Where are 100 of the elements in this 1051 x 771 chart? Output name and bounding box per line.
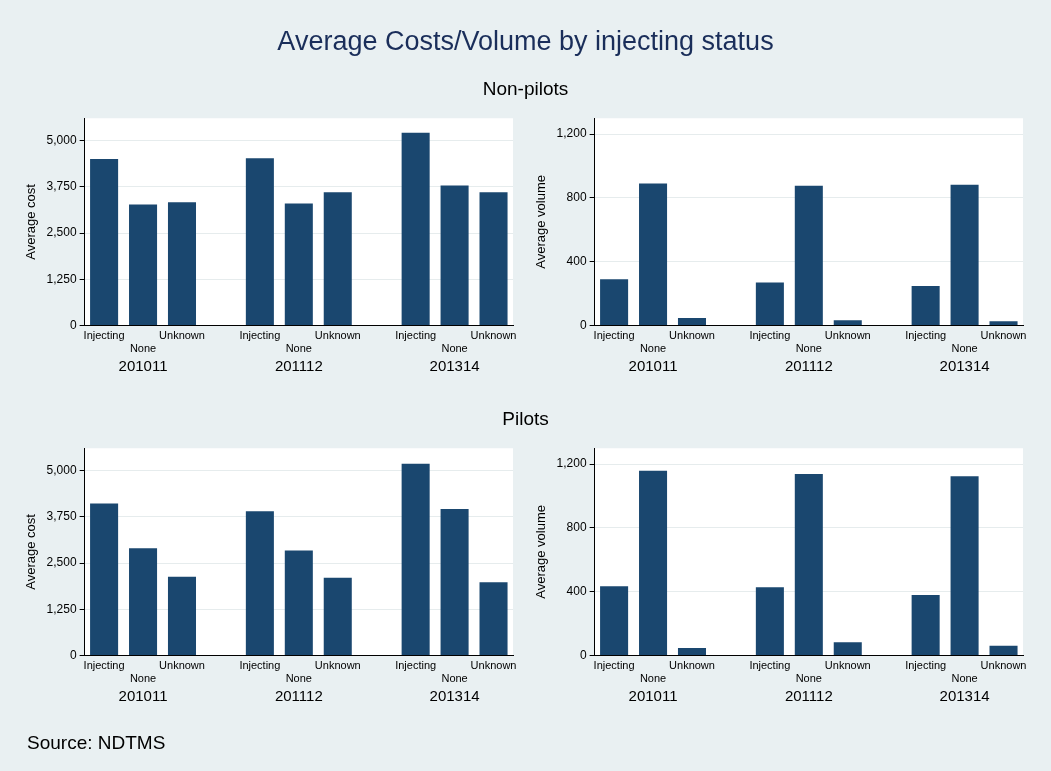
text: 201011: [118, 687, 168, 705]
bar: [755, 282, 784, 326]
y-tick-label: 3,750: [46, 509, 77, 524]
text: 201314: [429, 357, 480, 375]
y-tick-label: 2,500: [46, 555, 77, 570]
x-tick-label: Unknown: [159, 659, 205, 672]
bar: [479, 192, 508, 326]
text: 201314: [429, 687, 480, 705]
x-tick-label: None: [441, 672, 468, 685]
y-tick-label: 800: [566, 520, 587, 535]
text: 201011: [118, 357, 168, 375]
x-tick-label: Injecting: [749, 329, 791, 342]
bar: [677, 317, 707, 326]
text: 201314: [939, 357, 990, 375]
bar: [950, 476, 979, 656]
x-tick-label: Unknown: [824, 329, 871, 342]
bar: [245, 158, 274, 326]
y-tick-label: 0: [69, 647, 77, 662]
x-tick-label: None: [129, 672, 157, 685]
y-tick-label: 1,200: [556, 456, 587, 471]
x-tick-label: Injecting: [905, 329, 947, 342]
x-tick-label: Unknown: [314, 659, 361, 672]
x-tick-label: Injecting: [593, 659, 635, 672]
bar: [911, 286, 940, 326]
x-tick-label: Unknown: [824, 659, 871, 672]
text: 201112: [784, 357, 833, 375]
y-tick-label: 400: [566, 254, 587, 269]
bar: [833, 642, 862, 656]
y-tick-label: 1,250: [46, 601, 77, 616]
y-tick-label: 0: [579, 317, 587, 332]
bar: [911, 594, 940, 656]
x-tick-label: None: [795, 342, 822, 355]
x-tick-label: Unknown: [669, 329, 715, 342]
bar: [833, 320, 862, 326]
bar: [284, 203, 313, 326]
bar: [639, 470, 668, 656]
bar: [600, 279, 629, 326]
bar: [401, 132, 430, 326]
y-tick-label: 800: [566, 190, 587, 205]
x-tick-label: None: [285, 342, 312, 355]
x-tick-label: Injecting: [239, 329, 281, 342]
x-tick-label: Unknown: [669, 659, 715, 672]
y-axis-title: Average volume: [533, 505, 549, 599]
y-tick-label: 0: [579, 647, 587, 662]
bar: [639, 183, 668, 326]
x-tick-label: Injecting: [83, 659, 125, 672]
x-tick-label: None: [639, 342, 667, 355]
bar: [989, 321, 1018, 326]
x-tick-label: None: [639, 672, 667, 685]
chart-title: Average Costs/Volume by injecting status: [276, 26, 775, 57]
y-tick-label: 2,500: [46, 225, 77, 240]
x-tick-label: Injecting: [593, 329, 635, 342]
bar: [90, 158, 119, 326]
x-tick-label: Injecting: [905, 659, 947, 672]
x-tick-label: Injecting: [395, 659, 437, 672]
bar: [129, 548, 158, 656]
x-tick-label: Injecting: [395, 329, 437, 342]
y-axis-title: Average cost: [23, 513, 39, 590]
bar: [401, 463, 430, 656]
bar: [323, 192, 352, 326]
x-tick-label: Unknown: [470, 659, 517, 672]
bar: [323, 577, 352, 656]
x-tick-label: Injecting: [239, 659, 281, 672]
bar: [950, 184, 979, 326]
bar: [129, 204, 158, 326]
y-tick-label: 5,000: [46, 132, 77, 147]
x-tick-label: None: [441, 342, 468, 355]
y-tick-label: 0: [69, 317, 77, 332]
bar: [90, 503, 119, 656]
y-tick-label: 3,750: [46, 179, 77, 194]
y-axis-title: Average volume: [533, 175, 549, 269]
y-axis-title: Average cost: [23, 183, 39, 260]
text: 201112: [784, 687, 833, 705]
x-tick-label: Unknown: [470, 329, 517, 342]
bar: [677, 647, 707, 656]
x-tick-label: None: [285, 672, 312, 685]
y-tick-label: 400: [566, 584, 587, 599]
x-tick-label: Injecting: [83, 329, 125, 342]
y-tick-label: 1,250: [46, 271, 77, 286]
x-tick-label: Unknown: [159, 329, 205, 342]
x-tick-label: None: [951, 672, 978, 685]
text: 201112: [274, 357, 323, 375]
chart-subtitle: Pilots: [501, 408, 550, 430]
x-tick-label: Injecting: [749, 659, 791, 672]
x-tick-label: None: [951, 342, 978, 355]
bar: [479, 582, 508, 656]
bar: [284, 550, 313, 656]
chart-subtitle: Non-pilots: [481, 78, 570, 100]
bar: [794, 185, 823, 326]
bar: [440, 185, 469, 326]
x-tick-label: Unknown: [980, 659, 1027, 672]
y-tick-label: 5,000: [46, 462, 77, 477]
bar: [794, 474, 823, 656]
x-tick-label: Unknown: [980, 329, 1027, 342]
x-tick-label: Unknown: [314, 329, 361, 342]
text: 201314: [939, 687, 990, 705]
source-note: Source: NDTMS: [27, 732, 166, 754]
bar: [989, 645, 1018, 656]
y-tick-label: 1,200: [556, 126, 587, 141]
x-tick-label: None: [795, 672, 822, 685]
